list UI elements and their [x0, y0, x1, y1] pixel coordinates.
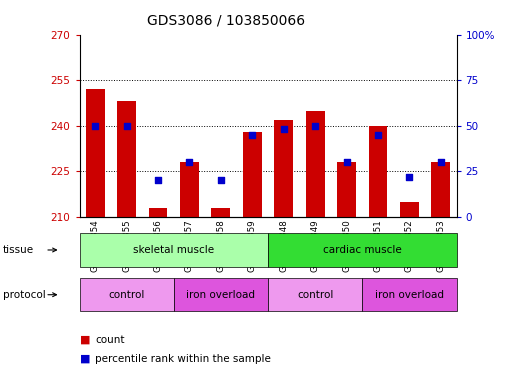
Text: count: count — [95, 335, 125, 345]
Bar — [274, 120, 293, 217]
Text: skeletal muscle: skeletal muscle — [133, 245, 214, 255]
Text: GDS3086 / 103850066: GDS3086 / 103850066 — [147, 13, 305, 27]
Text: iron overload: iron overload — [186, 290, 255, 300]
Bar — [211, 208, 230, 217]
Bar — [306, 111, 325, 217]
Text: control: control — [297, 290, 333, 300]
Point — [91, 123, 100, 129]
Point — [217, 177, 225, 184]
Text: tissue: tissue — [3, 245, 34, 255]
Point — [280, 126, 288, 132]
Text: protocol: protocol — [3, 290, 45, 300]
Point — [185, 159, 193, 166]
Bar — [149, 208, 167, 217]
Text: percentile rank within the sample: percentile rank within the sample — [95, 354, 271, 364]
Point — [437, 159, 445, 166]
Text: iron overload: iron overload — [375, 290, 444, 300]
Bar — [117, 101, 136, 217]
Bar — [86, 89, 105, 217]
Point — [343, 159, 351, 166]
Bar — [431, 162, 450, 217]
Point — [248, 132, 256, 138]
Point — [405, 174, 413, 180]
Point — [123, 123, 131, 129]
Point — [311, 123, 319, 129]
Point — [154, 177, 162, 184]
Point — [374, 132, 382, 138]
Text: cardiac muscle: cardiac muscle — [323, 245, 402, 255]
Bar — [243, 132, 262, 217]
Bar — [400, 202, 419, 217]
Bar — [337, 162, 356, 217]
Bar — [368, 126, 387, 217]
Text: ■: ■ — [80, 335, 90, 345]
Text: control: control — [108, 290, 145, 300]
Bar — [180, 162, 199, 217]
Text: ■: ■ — [80, 354, 90, 364]
